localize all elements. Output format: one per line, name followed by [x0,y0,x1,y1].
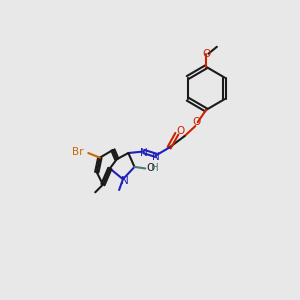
Text: O: O [177,127,185,136]
Text: O: O [192,117,200,127]
Text: O: O [202,50,210,59]
Text: Br: Br [72,147,84,157]
Text: N: N [140,148,148,158]
Text: N: N [152,152,160,162]
Text: H: H [152,163,159,173]
Text: N: N [122,176,129,186]
Text: O: O [146,164,155,173]
